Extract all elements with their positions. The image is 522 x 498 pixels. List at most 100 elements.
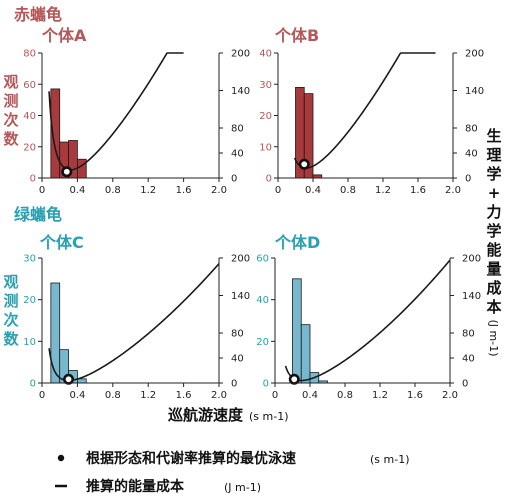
legend-line-unit: (J m-1) <box>224 481 261 494</box>
x-tick-label: 0 <box>39 390 45 401</box>
energy-cost-curve <box>293 52 436 169</box>
right-y-tick-label: 0 <box>231 379 237 390</box>
left-y-tick-label: 0 <box>30 379 36 390</box>
left-ylabel-top-char: 观 <box>3 73 18 91</box>
x-tick-label: 1.6 <box>407 390 423 401</box>
x-tick-label: 1.2 <box>140 185 156 196</box>
right-ylabel-char: + <box>488 184 501 202</box>
legend-dot-unit: (s m-1) <box>370 453 410 466</box>
x-tick-label: 1.2 <box>372 390 388 401</box>
left-y-tick-label: 20 <box>259 111 272 122</box>
left-ylabel-bottom-char: 测 <box>3 292 18 310</box>
x-tick-label: 0.8 <box>340 185 356 196</box>
optimal-speed-marker <box>61 166 73 178</box>
left-ylabel-bottom-char: 观 <box>3 273 18 291</box>
legend-dot-marker <box>57 454 65 462</box>
right-y-tick-label: 0 <box>465 174 471 185</box>
x-tick-label: 0 <box>275 185 281 196</box>
right-y-tick-label: 200 <box>462 254 481 265</box>
x-tick-label: 2.0 <box>445 185 461 196</box>
right-ylabel-char: 能 <box>486 241 501 259</box>
x-tick-label: 0.4 <box>305 185 321 196</box>
right-y-tick-label: 140 <box>465 86 484 97</box>
panel-title-a: 个体A <box>41 26 87 45</box>
left-y-tick-label: 30 <box>23 254 36 265</box>
right-ylabel: 生 理 学 + 力 学 能 量 成 本 <box>486 127 501 316</box>
right-ylabel-char: 理 <box>486 146 501 164</box>
left-ylabel-bottom-char: 数 <box>3 330 19 348</box>
right-ylabel-unit: (J m-1) <box>487 319 500 356</box>
x-tick-label: 0.4 <box>69 185 85 196</box>
x-tick-label: 1.6 <box>176 390 192 401</box>
left-y-tick-label: 30 <box>259 80 272 91</box>
optimal-speed-marker <box>288 373 300 385</box>
right-y-tick-label: 200 <box>231 49 250 60</box>
right-y-tick-label: 80 <box>465 124 478 135</box>
histogram-bar <box>77 158 87 179</box>
right-y-tick-label: 140 <box>462 291 481 302</box>
right-ylabel-char: 力 <box>486 203 501 221</box>
right-y-tick-label: 200 <box>465 49 484 60</box>
chart-panel-b: 0 10 20 30 40 0 40 80 140 200 0 0.4 0.8 1.2 1.6 2.0 <box>259 49 484 197</box>
left-y-tick-label: 40 <box>256 295 269 306</box>
species-label-green: 绿蠵龟 <box>14 205 62 224</box>
histogram-bar <box>292 278 302 384</box>
left-y-tick-label: 10 <box>23 337 36 348</box>
left-y-tick-label: 40 <box>259 49 272 60</box>
left-ylabel-top-char: 次 <box>3 111 18 129</box>
panel-title-d: 个体D <box>274 233 320 252</box>
left-y-tick-label: 10 <box>259 142 272 153</box>
right-y-tick-label: 0 <box>231 174 237 185</box>
right-ylabel-char: 成 <box>486 279 501 297</box>
panel-title-b: 个体B <box>274 26 319 45</box>
left-ylabel-top: 观 测 次 数 <box>3 73 19 148</box>
legend: 根据形态和代谢率推算的最优泳速 (s m-1) 推算的能量成本 (J m-1) <box>55 450 410 495</box>
left-y-tick-label: 20 <box>256 337 269 348</box>
right-ylabel-char: 量 <box>486 260 501 278</box>
right-ylabel-char: 生 <box>486 127 501 145</box>
left-ylabel-top-char: 数 <box>3 130 19 148</box>
optimal-speed-marker <box>298 158 310 170</box>
x-tick-label: 0.8 <box>105 185 121 196</box>
histogram-bar <box>300 324 311 384</box>
x-tick-label: 2.0 <box>211 185 227 196</box>
right-y-tick-label: 80 <box>462 329 475 340</box>
right-y-tick-label: 80 <box>231 329 244 340</box>
right-y-tick-label: 200 <box>231 254 250 265</box>
optimal-speed-marker <box>63 373 75 385</box>
x-tick-label: 2.0 <box>442 390 458 401</box>
right-y-tick-label: 40 <box>462 354 475 365</box>
left-y-tick-label: 80 <box>23 49 36 60</box>
left-y-tick-label: 0 <box>30 174 36 185</box>
x-axis-unit: (s m-1) <box>249 410 289 423</box>
x-tick-label: 1.6 <box>176 185 192 196</box>
x-tick-label: 2.0 <box>211 390 227 401</box>
right-y-tick-label: 40 <box>465 149 478 160</box>
chart-panel-d: 0 20 40 60 0 40 80 140 200 0 0.4 0.8 1.2 1.6 2.0 <box>256 254 481 402</box>
legend-dot-label: 根据形态和代谢率推算的最优泳速 <box>86 450 296 467</box>
x-tick-label: 0.4 <box>69 390 85 401</box>
left-y-tick-label: 0 <box>266 174 272 185</box>
left-y-tick-label: 60 <box>23 80 36 91</box>
histogram-bar <box>50 282 61 384</box>
right-ylabel-char: 学 <box>486 165 501 183</box>
x-tick-label: 0 <box>272 390 278 401</box>
chart-panel-a: 0 20 40 60 80 0 40 80 140 200 0 0.4 0.8 1.2 1.6 2.0 <box>23 49 250 197</box>
left-y-tick-label: 0 <box>263 379 269 390</box>
x-tick-label: 1.2 <box>140 390 156 401</box>
x-tick-label: 0.8 <box>105 390 121 401</box>
right-y-tick-label: 40 <box>231 149 244 160</box>
right-y-tick-label: 140 <box>231 86 250 97</box>
energy-cost-curve <box>48 263 220 382</box>
left-y-tick-label: 60 <box>256 254 269 265</box>
x-tick-label: 0 <box>39 185 45 196</box>
x-tick-label: 1.2 <box>375 185 391 196</box>
panel-title-c: 个体C <box>39 233 84 252</box>
right-y-tick-label: 0 <box>462 379 468 390</box>
x-tick-label: 0.4 <box>302 390 318 401</box>
left-ylabel-bottom: 观 测 次 数 <box>3 273 19 348</box>
right-ylabel-char: 学 <box>486 222 501 240</box>
legend-line-label: 推算的能量成本 <box>86 478 185 495</box>
left-y-tick-label: 20 <box>23 295 36 306</box>
